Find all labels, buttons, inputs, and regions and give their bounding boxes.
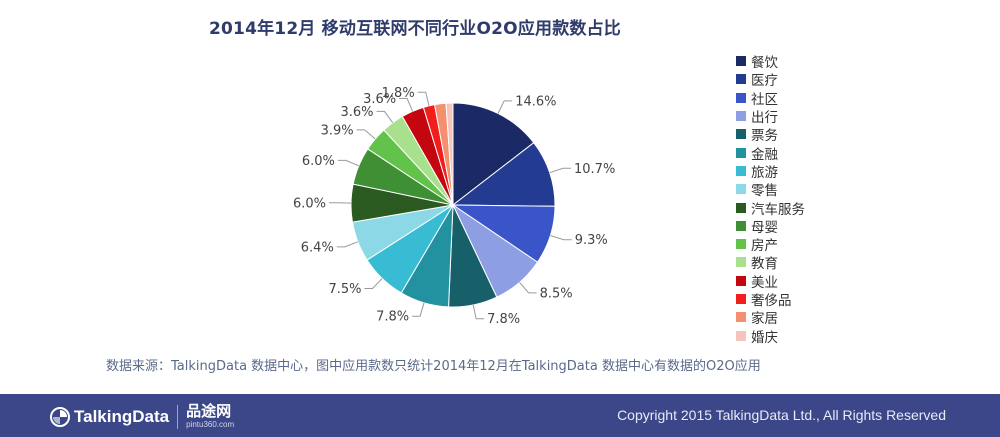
legend-swatch [736,129,746,140]
label-leader-line [364,278,383,289]
data-label: 6.0% [293,196,326,211]
legend-label: 母婴 [751,219,778,236]
legend-item: 出行 [736,107,805,127]
label-leader-line [472,304,485,320]
label-leader-line [497,100,513,114]
legend-item: 家居 [736,308,805,328]
label-leader-line [376,110,394,123]
label-leader-line [417,91,430,107]
partner-logo: 品途网 pintu360.com [186,404,234,429]
legend-swatch [736,202,746,213]
partner-name: 品途网 [186,402,232,420]
label-leader-line [336,241,359,248]
copyright-text: Copyright 2015 TalkingData Ltd., All Rig… [617,407,946,423]
legend-swatch [736,275,746,286]
legend-swatch [736,239,746,250]
legend-swatch [736,220,746,231]
legend-item: 医疗 [736,70,805,90]
chart-legend: 餐饮 医疗 社区出行 票务 金融 旅游零售 汽车服务 母婴房产 教育 美业奢侈品 家居 婚庆 [736,52,805,346]
legend-item: 票务 [736,125,805,145]
data-label: 3.9% [321,123,354,138]
data-label: 3.6% [363,92,396,107]
label-leader-line [399,98,414,112]
data-label: 10.7% [574,162,615,177]
legend-swatch [736,294,746,304]
legend-label: 金融 [751,146,778,163]
legend-swatch [736,312,746,323]
legend-label: 婚庆 [751,329,778,346]
legend-label: 教育 [751,256,778,273]
legend-swatch [736,74,746,85]
legend-item: 教育 [736,253,805,273]
data-label: 7.8% [487,312,520,327]
legend-swatch [736,147,746,158]
logo-divider [177,404,179,429]
data-label: 14.6% [515,94,556,109]
legend-swatch [736,257,746,268]
legend-item: 金融 [736,143,805,163]
legend-item: 奢侈品 [736,290,805,310]
legend-swatch [736,330,746,341]
data-label: 1.8% [382,86,415,101]
label-leader-line [356,129,376,140]
pie-chart: 14.6% 10.7% 9.3% 8.5% 7.8% 7.8% 7.5% 6.4% 6.0% 6.… [293,86,615,327]
legend-item: 美业 [736,272,805,291]
label-leader-line [549,167,571,174]
legend-label: 医疗 [751,73,778,90]
legend-item: 汽车服务 [736,198,805,218]
label-leader-line [337,159,359,167]
legend-label: 餐饮 [751,55,778,72]
data-label: 9.3% [575,233,608,248]
legend-item: 母婴 [736,217,805,236]
data-label: 7.5% [328,282,361,297]
legend-swatch [736,111,746,122]
chart-title: 2014年12月 移动互联网不同行业O2O应用款数占比 [208,19,622,39]
talkingdata-logo-icon [50,406,70,427]
data-label: 6.0% [302,154,335,169]
legend-label: 社区 [751,91,778,108]
data-label: 3.6% [340,105,373,120]
legend-label: 票务 [751,128,778,145]
legend-swatch [736,184,746,195]
label-leader-line [550,235,572,241]
label-leader-line [412,302,425,317]
legend-item: 社区 [736,89,805,108]
pie-slice [445,102,454,206]
legend-item: 旅游 [736,162,805,181]
legend-item: 房产 [736,235,805,255]
legend-label: 汽车服务 [751,201,805,218]
legend-label: 零售 [751,183,778,200]
legend-item: 餐饮 [736,52,805,72]
legend-label: 旅游 [751,164,778,181]
legend-swatch [736,92,746,103]
source-note: 数据来源：TalkingData 数据中心，图中应用款数只统计2014年12月在… [106,359,761,374]
legend-item: 婚庆 [736,326,805,346]
footer-logos: TalkingData 品途网 pintu360.com [50,404,234,429]
brand-name: TalkingData [74,406,170,426]
legend-swatch [736,56,746,67]
legend-label: 家居 [751,311,778,328]
data-label: 7.8% [376,310,409,325]
legend-label: 出行 [751,110,778,127]
legend-label: 房产 [751,238,778,255]
legend-label: 奢侈品 [751,293,792,310]
data-label: 8.5% [540,286,573,301]
legend-label: 美业 [751,274,778,291]
legend-item: 零售 [736,180,805,200]
data-label: 6.4% [301,240,334,255]
pie-slice [451,141,556,207]
partner-url: pintu360.com [186,420,235,429]
label-leader-line [519,281,537,294]
footer-bar: TalkingData 品途网 pintu360.com Copyright 2… [0,394,1000,437]
legend-swatch [736,165,746,176]
